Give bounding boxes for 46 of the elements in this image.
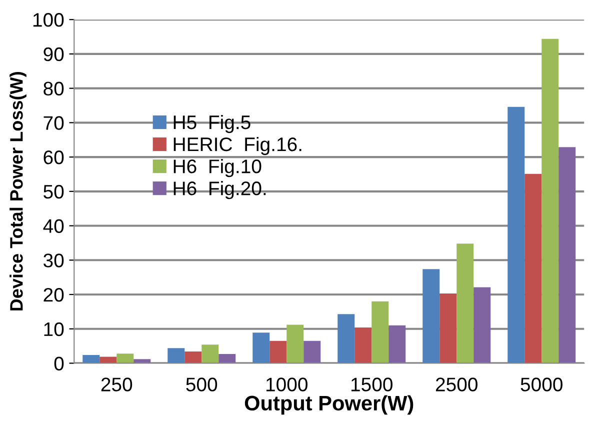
legend-label: H6 Fig.20. bbox=[174, 180, 266, 200]
y-tick-label: 60 bbox=[44, 150, 64, 164]
legend-label: H5 Fig.5 bbox=[174, 114, 250, 134]
bar bbox=[508, 106, 525, 364]
bar bbox=[372, 301, 389, 364]
bar bbox=[286, 324, 304, 364]
bar bbox=[82, 354, 100, 364]
y-tick-label: 30 bbox=[44, 254, 64, 268]
y-tick-label: 10 bbox=[44, 322, 64, 336]
x-tick-label: 1000 bbox=[266, 378, 308, 392]
x-tick-label: 2500 bbox=[436, 378, 478, 392]
x-tick-label: 5000 bbox=[520, 378, 562, 392]
bar bbox=[304, 340, 321, 364]
bar bbox=[422, 269, 440, 364]
bar bbox=[116, 354, 134, 364]
y-tick-label: 100 bbox=[33, 13, 64, 27]
x-axis-title: Output Power(W) bbox=[244, 395, 414, 415]
bar bbox=[202, 344, 219, 364]
bar bbox=[456, 244, 474, 364]
y-tick-label: 40 bbox=[43, 219, 64, 233]
bar bbox=[168, 348, 185, 364]
x-tick-label: 250 bbox=[101, 378, 132, 392]
bar bbox=[338, 314, 355, 364]
bar bbox=[542, 38, 559, 364]
bar bbox=[388, 325, 406, 364]
bar bbox=[252, 332, 270, 364]
bar bbox=[100, 356, 117, 364]
legend-label: HERIC Fig.16. bbox=[174, 136, 302, 156]
y-tick-label: 70 bbox=[44, 116, 64, 130]
bar bbox=[270, 340, 287, 364]
bar bbox=[354, 327, 372, 364]
bar bbox=[558, 147, 576, 364]
legend-label: H6 Fig.10 bbox=[174, 158, 262, 178]
bar bbox=[184, 352, 202, 364]
bar bbox=[440, 293, 457, 364]
y-tick-label: 0 bbox=[54, 356, 64, 370]
y-axis-title: Device Total Power Loss(W) bbox=[10, 72, 26, 310]
bar bbox=[474, 287, 491, 364]
bar bbox=[524, 174, 542, 364]
y-tick-label: 20 bbox=[44, 288, 64, 302]
y-tick-label: 90 bbox=[44, 47, 64, 62]
x-tick-label: 1500 bbox=[351, 378, 392, 392]
bar bbox=[218, 354, 236, 364]
y-tick-label: 50 bbox=[44, 184, 64, 199]
x-tick-label: 500 bbox=[186, 378, 218, 392]
y-tick-label: 80 bbox=[44, 82, 64, 96]
